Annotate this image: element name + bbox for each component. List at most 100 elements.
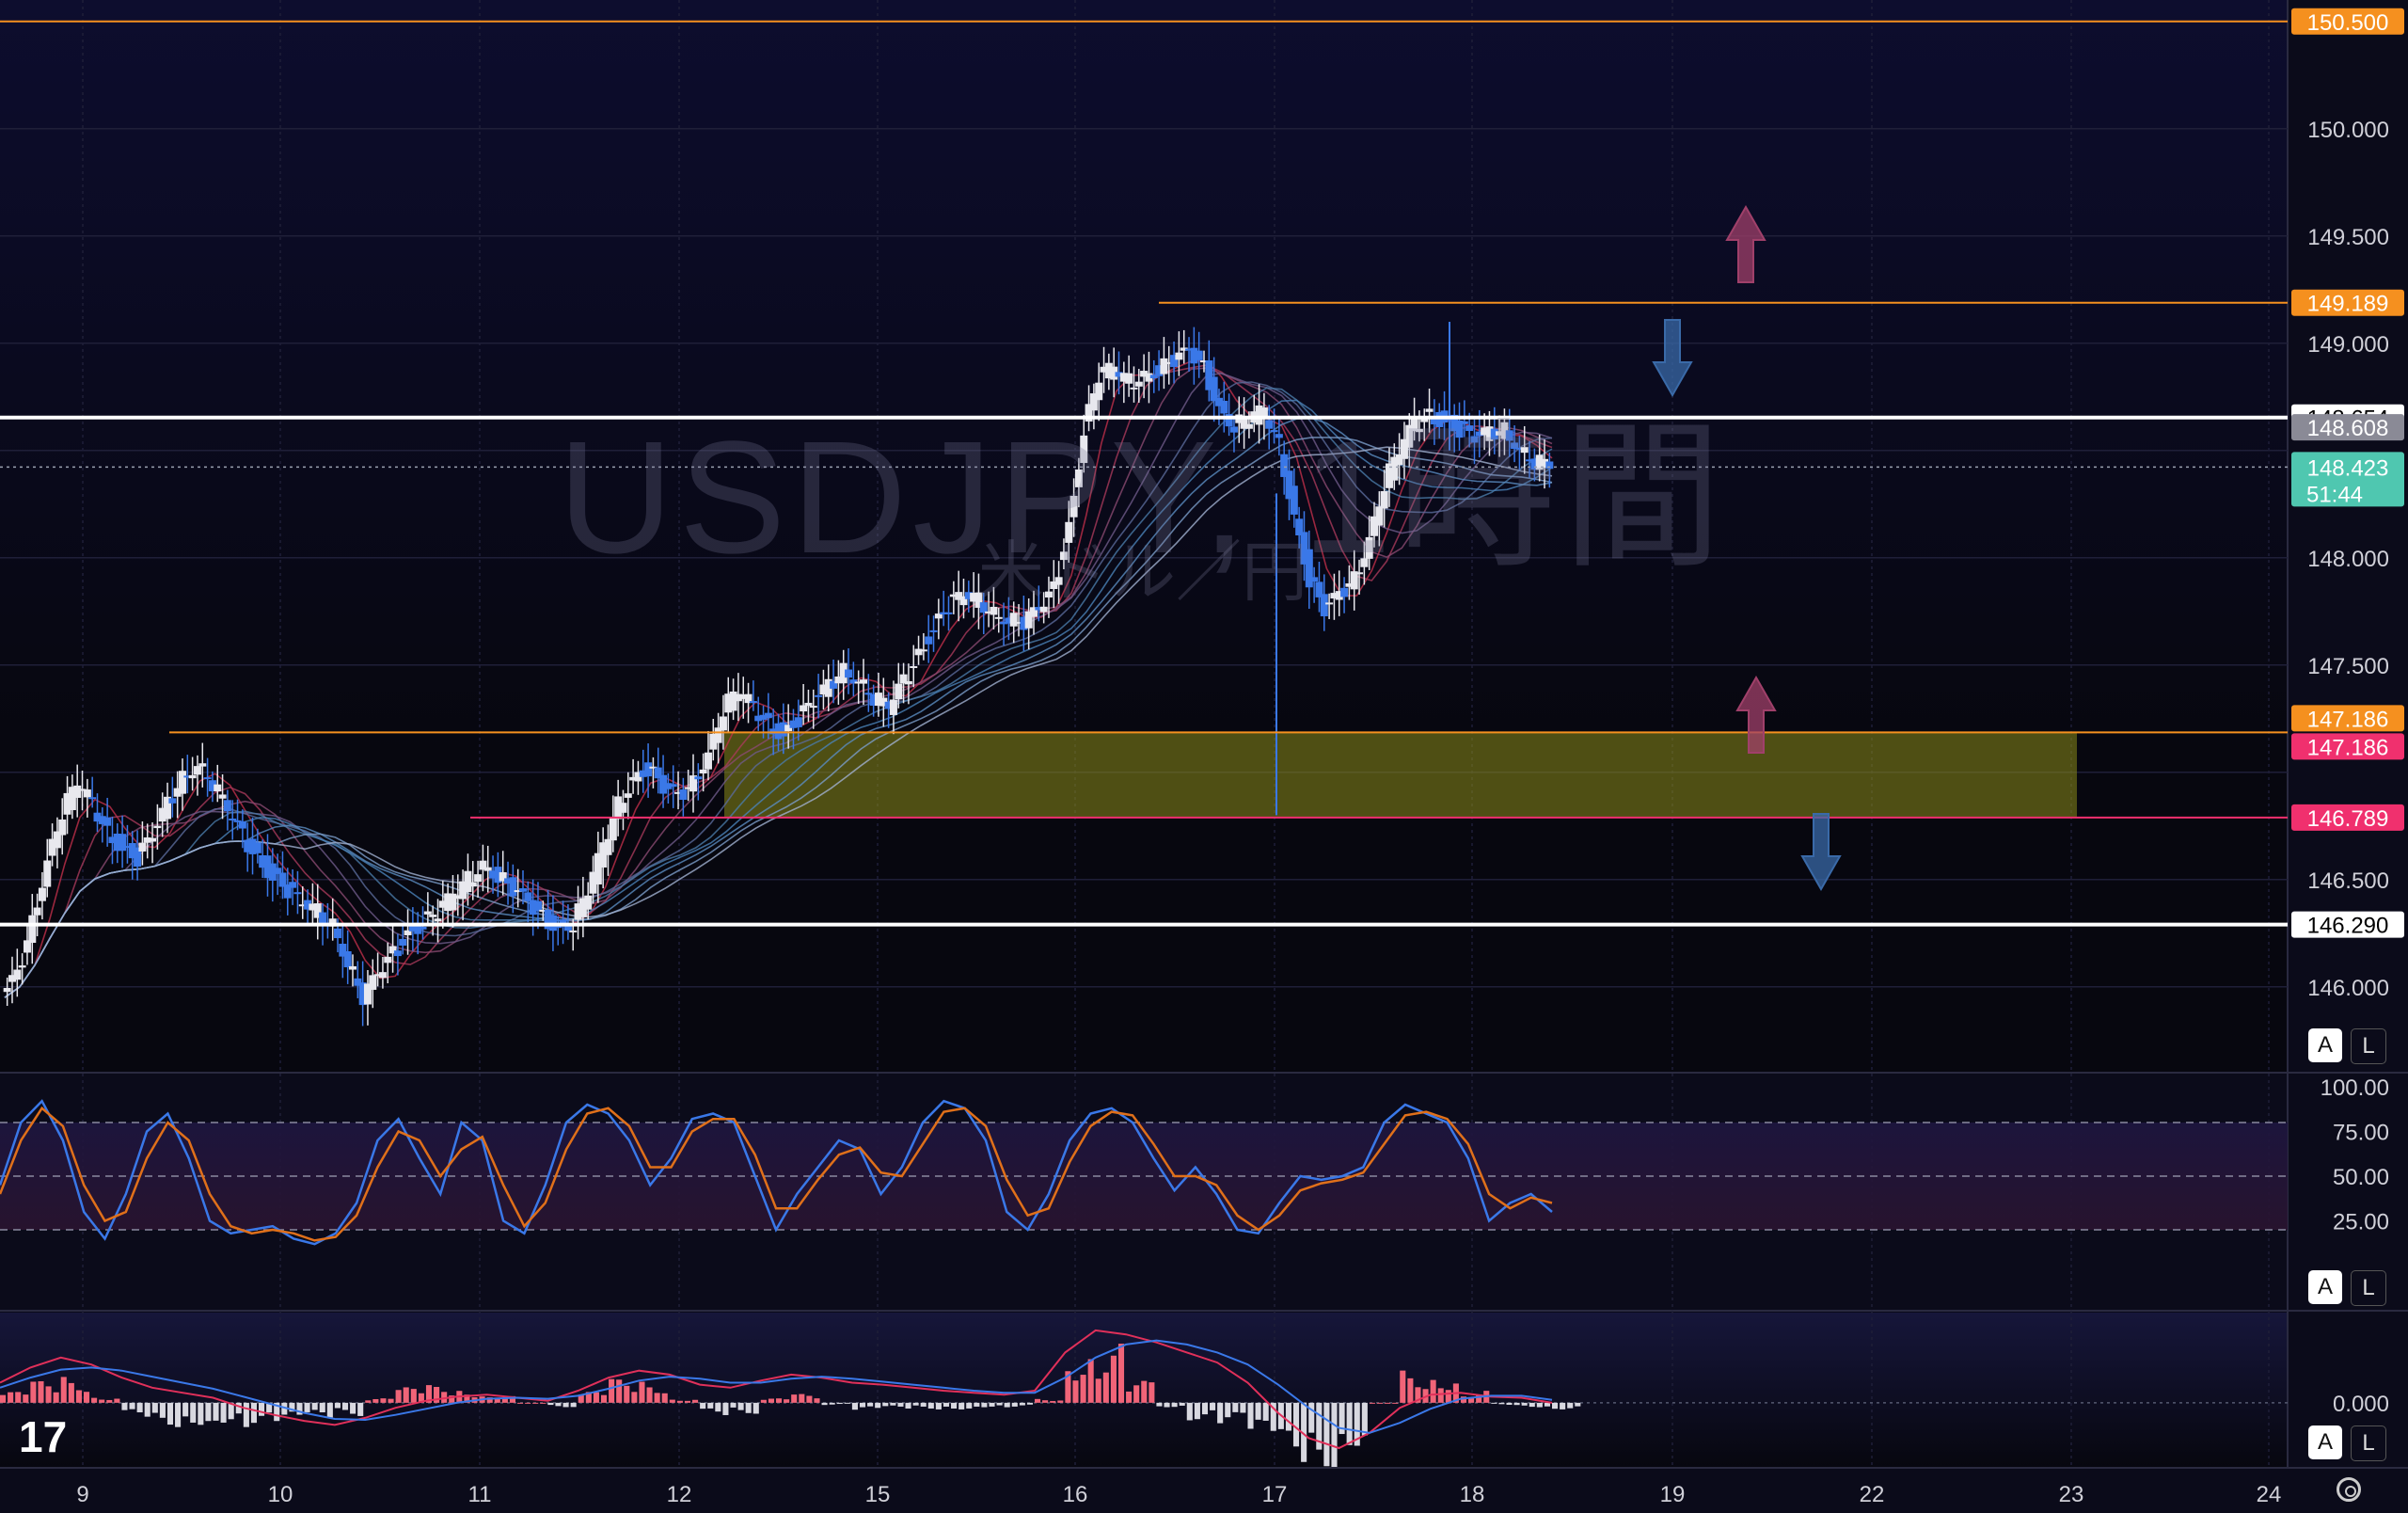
- macd-histogram-bar: [867, 1402, 874, 1407]
- price-label-text: 147.186: [2307, 707, 2389, 732]
- macd-histogram-bar: [266, 1402, 273, 1413]
- up-arrow-icon: [1735, 675, 1777, 754]
- time-axis[interactable]: 9 10 11 12 15 16 17 18 19 22 23 24: [0, 1467, 2408, 1507]
- candle-body: [419, 926, 427, 930]
- candle-body: [153, 825, 162, 829]
- candle-body: [884, 701, 893, 709]
- candle-body: [563, 925, 572, 932]
- candle-body: [229, 818, 237, 820]
- macd-histogram-bar: [425, 1385, 433, 1403]
- candle-body: [964, 592, 973, 599]
- macd-histogram-bar: [631, 1392, 638, 1403]
- tradingview-logo[interactable]: 17: [19, 1412, 68, 1461]
- macd-histogram-bar: [1468, 1397, 1475, 1403]
- auto-scale-button-main[interactable]: A: [2308, 1028, 2342, 1062]
- main-pane-background: [0, 0, 2288, 1073]
- macd-histogram-bar: [996, 1402, 1003, 1406]
- macd-histogram-bar: [784, 1399, 790, 1403]
- macd-histogram-bar: [760, 1399, 767, 1403]
- candle-body: [895, 683, 903, 700]
- macd-histogram-bar: [555, 1402, 562, 1407]
- up-arrow-icon: [1725, 204, 1766, 283]
- time-axis-tick-label: 15: [865, 1482, 891, 1507]
- log-scale-button-main[interactable]: L: [2351, 1028, 2386, 1064]
- candle-body: [1200, 360, 1209, 363]
- auto-scale-button-stochastic[interactable]: A: [2308, 1270, 2342, 1304]
- macd-histogram-bar: [1210, 1402, 1216, 1410]
- candle-body: [214, 784, 222, 792]
- candle-body: [1465, 425, 1474, 432]
- macd-histogram-bar: [609, 1378, 615, 1403]
- macd-histogram-bar: [593, 1392, 599, 1403]
- macd-histogram-bar: [768, 1398, 774, 1403]
- candle-body: [149, 837, 157, 842]
- candle-body: [1104, 362, 1113, 379]
- log-scale-button-stochastic[interactable]: L: [2351, 1270, 2386, 1306]
- candle-body: [729, 691, 737, 711]
- candle-body: [444, 893, 452, 912]
- down-arrow-icon: [1652, 319, 1693, 398]
- candle-body: [1305, 549, 1313, 588]
- candle-body: [1415, 428, 1423, 433]
- macd-histogram-bar: [585, 1392, 592, 1403]
- candle-body: [604, 838, 612, 855]
- macd-histogram-bar: [129, 1402, 135, 1409]
- candle-body: [990, 606, 998, 615]
- candle-body: [824, 678, 832, 697]
- candle-body: [313, 903, 322, 918]
- candle-body: [584, 895, 593, 910]
- candle-body: [1370, 516, 1379, 536]
- arrow-drawings[interactable]: [1652, 204, 1842, 892]
- candle-body: [1425, 408, 1434, 412]
- candle-body: [193, 766, 201, 775]
- macd-histogram-bar: [1201, 1402, 1209, 1415]
- candle-body: [1095, 382, 1103, 401]
- macd-histogram-bar: [0, 1394, 7, 1403]
- candle-body: [925, 636, 933, 645]
- last-price-text: 148.423: [2307, 455, 2389, 481]
- macd-histogram-bar: [205, 1402, 212, 1422]
- candle-body: [1355, 572, 1364, 575]
- candle-body: [248, 838, 257, 854]
- macd-histogram-bar: [799, 1394, 805, 1403]
- macd-histogram-bar: [1050, 1400, 1056, 1403]
- macd-histogram-bar: [1331, 1402, 1338, 1468]
- candle-body: [358, 982, 367, 1006]
- macd-histogram-bar: [159, 1402, 166, 1418]
- macd-histogram-bar: [1445, 1390, 1451, 1403]
- candle-body: [393, 950, 402, 957]
- time-axis-tick-label: 16: [1063, 1482, 1088, 1507]
- candle-body: [1050, 581, 1058, 590]
- candle-body: [28, 915, 37, 944]
- price-label-text: 150.500: [2307, 10, 2389, 36]
- candle-body: [1160, 358, 1168, 374]
- time-axis-tick-label: 12: [667, 1482, 692, 1507]
- candle-body: [699, 769, 707, 774]
- candle-body: [1035, 607, 1043, 611]
- macd-histogram-bar: [1392, 1402, 1399, 1404]
- auto-scale-button-macd[interactable]: A: [2308, 1425, 2342, 1459]
- price-label-box: [2291, 8, 2404, 35]
- horizontal-lines[interactable]: [0, 20, 2288, 927]
- candle-body: [339, 944, 347, 957]
- price-label-box: [2291, 705, 2404, 732]
- candle-body: [779, 722, 787, 737]
- candle-body: [1280, 454, 1289, 477]
- candle-body: [128, 843, 136, 859]
- price-axis[interactable]: 150.500149.189148.654148.608147.186147.1…: [2291, 8, 2404, 1417]
- candle-body: [1541, 458, 1549, 469]
- candle-body: [1180, 347, 1188, 351]
- macd-histogram-bar: [981, 1402, 988, 1408]
- candle-body: [1115, 372, 1123, 377]
- macd-histogram-bar: [68, 1382, 74, 1403]
- macd-histogram-bar: [676, 1400, 683, 1403]
- candle-body: [944, 612, 953, 614]
- gear-icon[interactable]: [2337, 1477, 2361, 1502]
- log-scale-button-macd[interactable]: L: [2351, 1425, 2386, 1461]
- candle-body: [293, 892, 302, 895]
- macd-histogram-bar: [464, 1394, 470, 1403]
- macd-histogram-bar: [943, 1402, 950, 1407]
- candle-body: [774, 723, 783, 740]
- candle-body: [1100, 366, 1108, 373]
